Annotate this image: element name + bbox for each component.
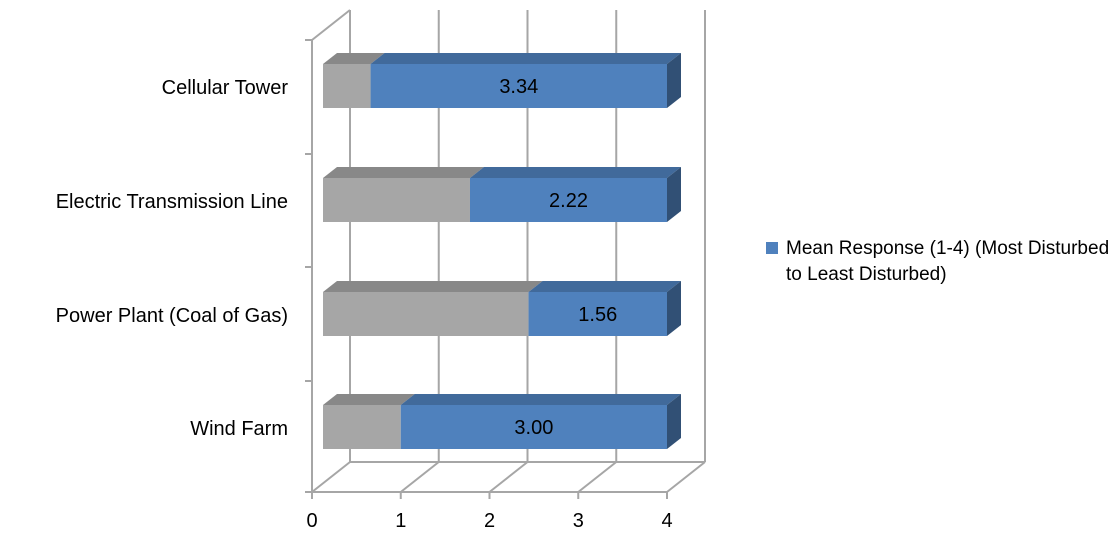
bar-top-electric-transmission-line-seg-1 (469, 167, 681, 178)
legend-swatch-mean-response (766, 242, 778, 254)
floor-gridline-x-2 (488, 461, 529, 493)
bar-wind-farm-seg-0 (323, 405, 401, 449)
data-label-power-plant-coal-of-gas-: 1.56 (578, 304, 617, 326)
category-label-cellular-tower: Cellular Tower (162, 77, 289, 99)
floor-gridline-x-1 (400, 461, 440, 493)
category-label-wind-farm: Wind Farm (190, 418, 288, 440)
category-label-power-plant-coal-of-gas-: Power Plant (Coal of Gas) (56, 305, 288, 327)
floor-gridline-x-3 (577, 461, 617, 493)
bar-cellular-tower-seg-1 (370, 64, 667, 108)
bar-side-cellular-tower-seg-1 (667, 53, 681, 108)
bar-cellular-tower-seg-0 (323, 64, 371, 108)
bar-top-electric-transmission-line-seg-0 (323, 167, 484, 178)
x-tick-label-3: 3 (573, 510, 584, 532)
legend-label-mean-response: Mean Response (1-4) (Most Disturbed to L… (786, 238, 1110, 285)
bar-top-cellular-tower-seg-0 (323, 53, 385, 64)
bar-top-wind-farm-seg-1 (400, 394, 681, 405)
bar-wind-farm-seg-1 (400, 405, 667, 449)
bar-top-power-plant-coal-of-gas--seg-0 (323, 281, 543, 292)
bar-top-cellular-tower-seg-1 (370, 53, 681, 64)
data-label-cellular-tower: 3.34 (499, 76, 538, 98)
bar-side-electric-transmission-line-seg-1 (667, 167, 681, 222)
x-tick-label-1: 1 (395, 510, 406, 532)
bar-top-wind-farm-seg-0 (323, 394, 415, 405)
bar-power-plant-coal-of-gas--seg-1 (528, 292, 667, 336)
data-label-electric-transmission-line: 2.22 (549, 190, 588, 212)
data-label-wind-farm: 3.00 (514, 417, 553, 439)
legend: Mean Response (1-4) (Most Disturbed to L… (766, 236, 1111, 288)
side-wall-top-edge (311, 9, 351, 41)
floor-gridline-x-4 (666, 461, 706, 493)
bar-side-wind-farm-seg-1 (667, 394, 681, 449)
x-tick-label-0: 0 (306, 510, 317, 532)
x-tick-label-4: 4 (661, 510, 672, 532)
floor-gridline-x-0 (311, 461, 351, 493)
bar-top-power-plant-coal-of-gas--seg-1 (528, 281, 681, 292)
bar-power-plant-coal-of-gas--seg-0 (323, 292, 529, 336)
category-label-electric-transmission-line: Electric Transmission Line (56, 191, 288, 213)
bar-electric-transmission-line-seg-0 (323, 178, 470, 222)
bar-electric-transmission-line-seg-1 (469, 178, 667, 222)
x-tick-label-2: 2 (484, 510, 495, 532)
bar-side-power-plant-coal-of-gas--seg-1 (667, 281, 681, 336)
